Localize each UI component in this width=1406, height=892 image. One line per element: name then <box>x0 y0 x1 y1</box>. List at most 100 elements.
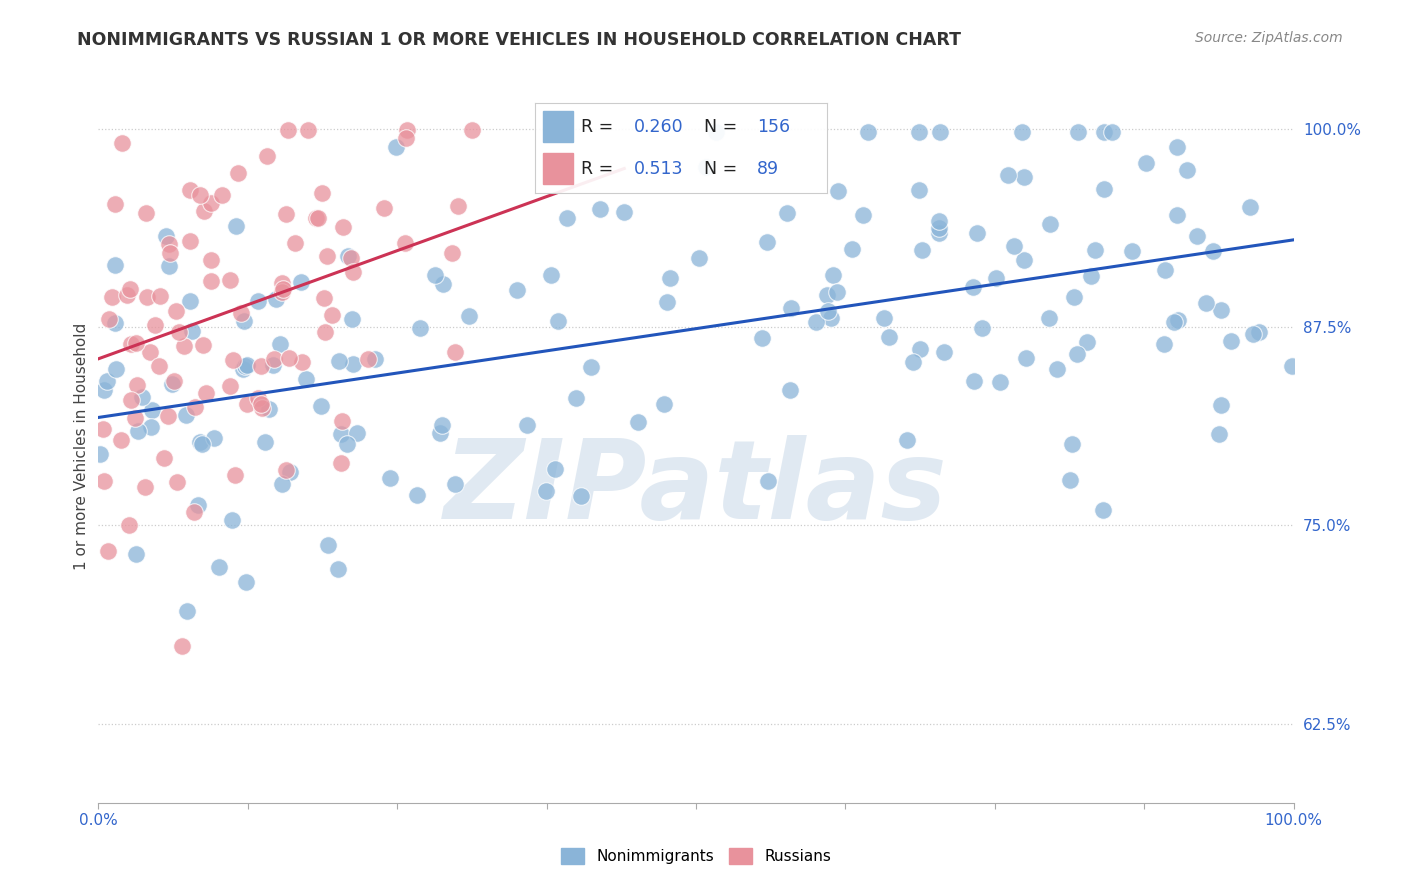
Point <box>342 265 364 279</box>
Point <box>516 417 538 432</box>
Point <box>200 253 222 268</box>
Point <box>534 483 557 498</box>
Point <box>986 270 1008 285</box>
Point <box>430 417 453 432</box>
Point <box>329 456 352 470</box>
Point <box>332 220 354 235</box>
Point <box>250 359 273 373</box>
Point <box>657 295 679 310</box>
Point <box>907 183 929 197</box>
Point <box>1059 473 1081 487</box>
Point <box>589 202 612 216</box>
Point <box>274 206 297 220</box>
Point <box>569 489 592 503</box>
Point <box>1281 359 1303 374</box>
Point <box>330 414 353 428</box>
Point <box>385 140 408 154</box>
Point <box>928 125 950 139</box>
Point <box>776 206 799 220</box>
Point <box>97 544 120 558</box>
Text: ZIPatlas: ZIPatlas <box>444 435 948 542</box>
Point <box>159 245 181 260</box>
Point <box>1241 326 1264 341</box>
Point <box>274 463 297 477</box>
Point <box>579 360 602 375</box>
Point <box>704 125 727 139</box>
Point <box>120 337 142 351</box>
Point <box>167 325 190 339</box>
Point <box>270 285 292 300</box>
Point <box>312 291 335 305</box>
Point <box>1163 315 1185 329</box>
Point <box>328 354 350 368</box>
Point <box>1063 290 1085 304</box>
Point <box>157 236 180 251</box>
Point <box>104 362 127 376</box>
Point <box>988 375 1011 389</box>
Point <box>271 282 294 296</box>
Point <box>928 214 950 228</box>
Point <box>852 208 875 222</box>
Point <box>1012 253 1035 268</box>
Point <box>447 199 470 213</box>
Point <box>218 379 240 393</box>
Point <box>148 359 170 373</box>
Point <box>277 123 299 137</box>
Point <box>627 415 650 429</box>
Point <box>1239 200 1261 214</box>
Point <box>89 448 111 462</box>
Point <box>193 204 215 219</box>
Y-axis label: 1 or more Vehicles in Household: 1 or more Vehicles in Household <box>75 322 89 570</box>
Point <box>1039 217 1062 231</box>
Point <box>221 513 243 527</box>
Point <box>1202 244 1225 259</box>
Point <box>873 311 896 326</box>
Point <box>1011 125 1033 139</box>
Point <box>141 402 163 417</box>
Point <box>117 287 139 301</box>
Point <box>1135 156 1157 170</box>
Point <box>820 310 842 325</box>
Point <box>444 477 467 491</box>
Point <box>118 517 141 532</box>
Point <box>93 383 115 397</box>
Legend: Nonimmigrants, Russians: Nonimmigrants, Russians <box>555 842 837 871</box>
Point <box>1067 125 1090 139</box>
Point <box>226 166 249 180</box>
Point <box>441 245 464 260</box>
Point <box>96 374 118 388</box>
Point <box>460 123 482 137</box>
Point <box>143 318 166 332</box>
Point <box>997 169 1019 183</box>
Point <box>127 424 149 438</box>
Point <box>170 639 193 653</box>
Point <box>817 304 839 318</box>
Point <box>1066 347 1088 361</box>
Point <box>1167 313 1189 327</box>
Point <box>547 314 569 328</box>
Point <box>1091 503 1114 517</box>
Point <box>406 488 429 502</box>
Point <box>908 342 931 356</box>
Point <box>278 465 301 479</box>
Point <box>1092 125 1115 139</box>
Point <box>1038 311 1060 326</box>
Point <box>395 131 418 145</box>
Point <box>316 249 339 263</box>
Point <box>755 235 778 250</box>
Point <box>1012 169 1035 184</box>
Point <box>305 211 328 225</box>
Point <box>540 268 562 283</box>
Point <box>932 344 955 359</box>
Point <box>290 276 312 290</box>
Point <box>256 149 278 163</box>
Point <box>330 426 353 441</box>
Point <box>125 547 148 561</box>
Point <box>896 433 918 447</box>
Point <box>928 226 950 240</box>
Point <box>901 355 924 369</box>
Point <box>432 277 454 292</box>
Point <box>155 228 177 243</box>
Point <box>176 604 198 618</box>
Point <box>506 284 529 298</box>
